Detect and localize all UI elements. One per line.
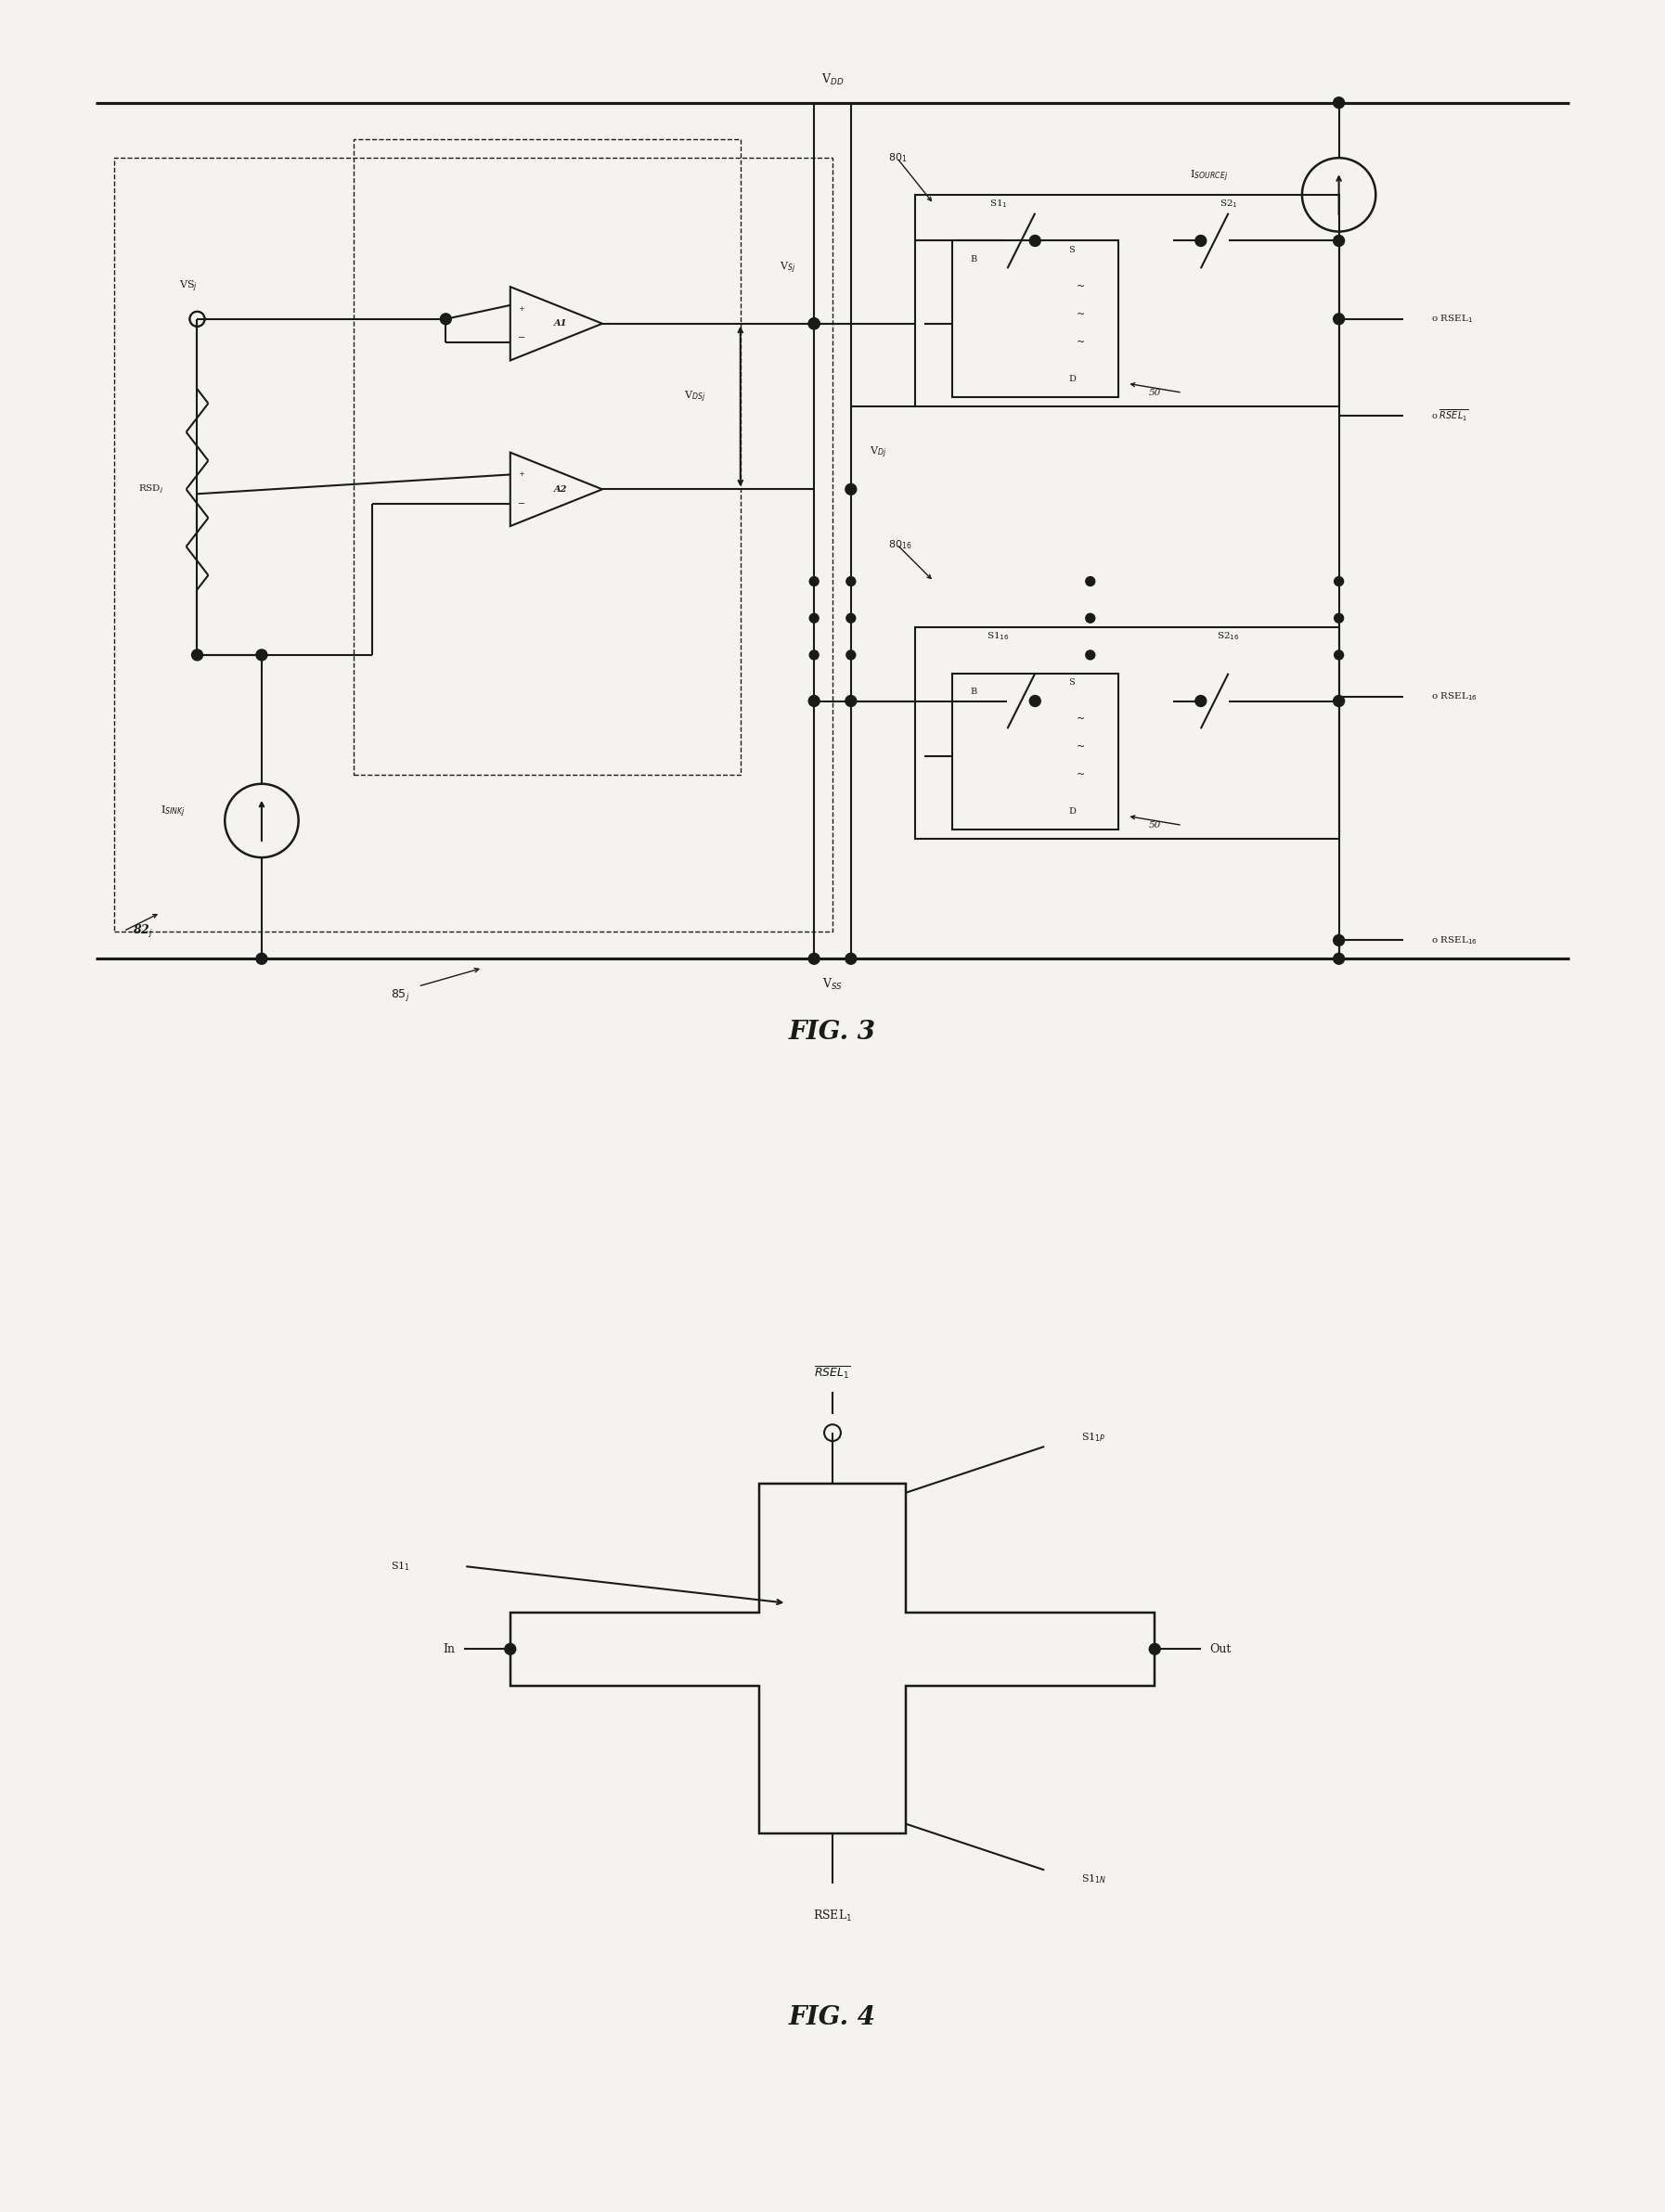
Circle shape <box>809 695 819 706</box>
Circle shape <box>191 650 203 661</box>
Circle shape <box>504 1644 516 1655</box>
Text: $\overline{RSEL_1}$: $\overline{RSEL_1}$ <box>814 1365 851 1380</box>
Circle shape <box>1334 314 1344 325</box>
Circle shape <box>256 953 266 964</box>
Text: 50: 50 <box>1149 389 1161 396</box>
Circle shape <box>809 953 819 964</box>
Circle shape <box>1334 695 1344 706</box>
Text: o $\overline{RSEL_1}$: o $\overline{RSEL_1}$ <box>1430 407 1469 422</box>
Text: S2$_{16}$: S2$_{16}$ <box>1217 630 1240 641</box>
Circle shape <box>440 314 451 325</box>
Text: ~: ~ <box>1077 283 1086 292</box>
Text: ~: ~ <box>1077 338 1086 347</box>
Circle shape <box>1334 577 1344 586</box>
Text: I$_{SINKj}$: I$_{SINKj}$ <box>160 803 185 818</box>
Circle shape <box>190 312 205 327</box>
Circle shape <box>1195 234 1207 246</box>
Text: I$_{SOURCEj}$: I$_{SOURCEj}$ <box>1190 168 1229 184</box>
Text: V$_{Sj}$: V$_{Sj}$ <box>779 261 796 276</box>
Circle shape <box>191 314 203 325</box>
Circle shape <box>1029 695 1041 706</box>
Circle shape <box>809 613 819 624</box>
Circle shape <box>1086 613 1096 624</box>
Circle shape <box>1334 613 1344 624</box>
Circle shape <box>824 1425 841 1440</box>
Circle shape <box>846 953 856 964</box>
Bar <box>353 139 741 774</box>
Text: ~: ~ <box>1077 714 1086 723</box>
Circle shape <box>846 650 856 659</box>
Bar <box>952 241 1117 398</box>
Circle shape <box>1334 97 1344 108</box>
Text: ~: ~ <box>1077 310 1086 319</box>
Text: S1$_{16}$: S1$_{16}$ <box>987 630 1009 641</box>
Text: +: + <box>518 305 524 312</box>
Text: o RSEL$_{16}$: o RSEL$_{16}$ <box>1430 690 1477 703</box>
Circle shape <box>846 484 856 495</box>
Text: B: B <box>971 688 977 697</box>
Text: S: S <box>1069 679 1076 686</box>
Text: RSEL$_1$: RSEL$_1$ <box>813 1909 852 1924</box>
Circle shape <box>809 319 819 330</box>
Text: In: In <box>443 1644 455 1655</box>
Circle shape <box>1334 650 1344 659</box>
Circle shape <box>256 650 266 661</box>
Circle shape <box>846 695 856 706</box>
Text: S1$_1$: S1$_1$ <box>989 199 1007 210</box>
Bar <box>115 157 832 931</box>
Circle shape <box>1149 1644 1161 1655</box>
Text: S: S <box>1069 246 1076 254</box>
Text: S1$_{1P}$: S1$_{1P}$ <box>1081 1431 1106 1444</box>
Circle shape <box>1334 234 1344 246</box>
Text: 50: 50 <box>1149 821 1161 830</box>
Text: FIG. 4: FIG. 4 <box>789 2004 876 2031</box>
Circle shape <box>846 577 856 586</box>
Circle shape <box>1334 953 1344 964</box>
Text: V$_{DSj}$: V$_{DSj}$ <box>684 389 706 405</box>
Text: RSD$_j$: RSD$_j$ <box>138 482 163 495</box>
Circle shape <box>1086 650 1096 659</box>
Text: V$_{DD}$: V$_{DD}$ <box>821 73 844 86</box>
Text: 82$_j$: 82$_j$ <box>133 922 153 940</box>
Text: FIG. 3: FIG. 3 <box>789 1020 876 1044</box>
Text: D: D <box>1069 807 1076 816</box>
Bar <box>952 672 1117 830</box>
Text: $80_{16}$: $80_{16}$ <box>887 538 911 551</box>
Text: ~: ~ <box>1077 770 1086 779</box>
Circle shape <box>190 312 205 327</box>
Text: B: B <box>971 254 977 263</box>
Bar <box>916 628 1339 838</box>
Circle shape <box>1195 695 1207 706</box>
Circle shape <box>1086 577 1096 586</box>
Text: V$_{SS}$: V$_{SS}$ <box>823 978 842 991</box>
Circle shape <box>191 314 203 325</box>
Text: $80_1$: $80_1$ <box>887 150 907 164</box>
Text: Out: Out <box>1210 1644 1232 1655</box>
Text: V$_{Dj}$: V$_{Dj}$ <box>869 445 886 460</box>
Text: o RSEL$_1$: o RSEL$_1$ <box>1430 314 1474 325</box>
Text: VS$_j$: VS$_j$ <box>178 279 198 294</box>
Circle shape <box>190 312 205 327</box>
Circle shape <box>1029 234 1041 246</box>
Circle shape <box>809 577 819 586</box>
Text: −: − <box>518 500 524 509</box>
Text: S1$_1$: S1$_1$ <box>391 1559 410 1573</box>
Text: ~: ~ <box>1077 743 1086 752</box>
Text: S2$_1$: S2$_1$ <box>1219 199 1237 210</box>
Circle shape <box>809 650 819 659</box>
Circle shape <box>809 319 819 330</box>
Text: S1$_{1N}$: S1$_{1N}$ <box>1081 1874 1107 1885</box>
Text: A2: A2 <box>554 484 568 493</box>
Circle shape <box>1334 936 1344 947</box>
Text: o RSEL$_{16}$: o RSEL$_{16}$ <box>1430 933 1477 947</box>
Text: D: D <box>1069 374 1076 383</box>
Bar <box>916 195 1339 407</box>
Text: $85_j$: $85_j$ <box>391 987 410 1004</box>
Text: +: + <box>518 471 524 478</box>
Circle shape <box>846 613 856 624</box>
Text: −: − <box>518 334 524 343</box>
Text: A1: A1 <box>554 319 568 327</box>
